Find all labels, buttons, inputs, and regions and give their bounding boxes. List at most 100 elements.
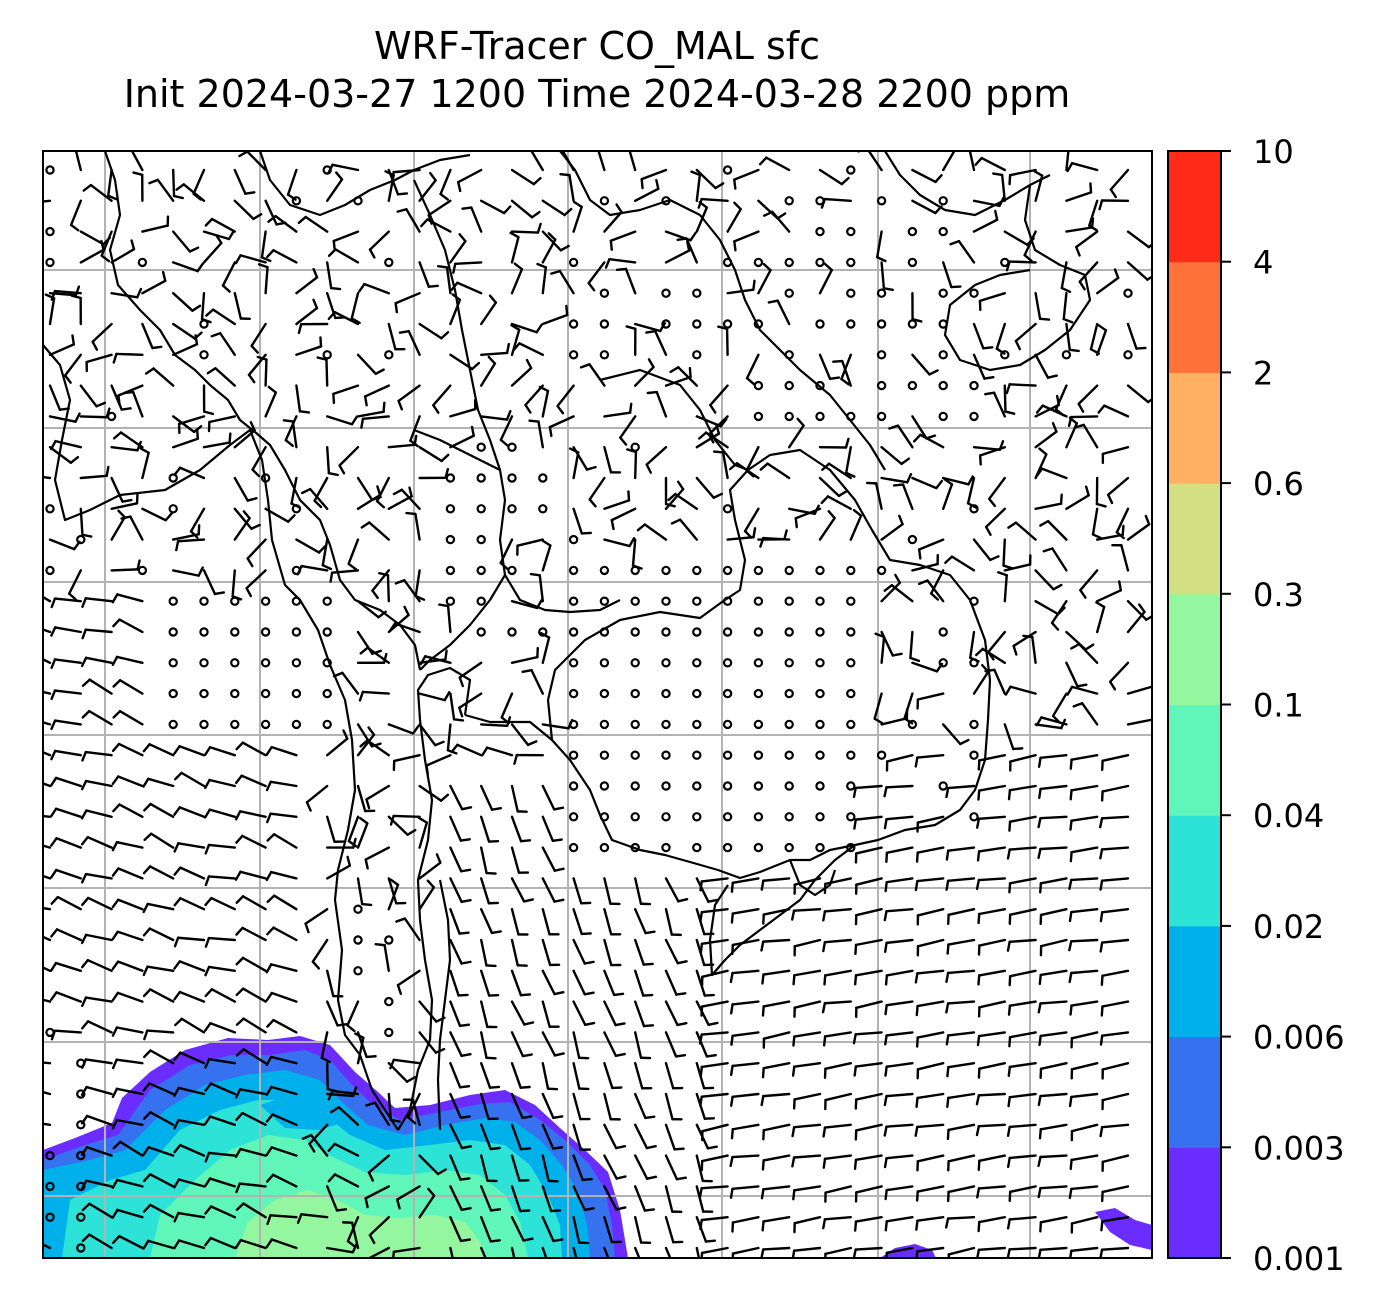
wind-barb xyxy=(603,1154,618,1180)
wind-barb-feather xyxy=(1051,422,1058,433)
wind-barb xyxy=(942,723,962,746)
wind-barb xyxy=(664,1215,675,1244)
calm-wind-marker xyxy=(938,380,948,391)
wind-barb xyxy=(295,306,319,326)
wind-barb-feather xyxy=(81,533,93,538)
wind-barb xyxy=(210,988,237,1003)
wind-barb xyxy=(242,1202,267,1219)
wind-barb-feather xyxy=(487,355,497,365)
calm-wind-marker xyxy=(568,781,579,791)
plot-title: WRF-Tracer CO_MAL sfc Init 2024-03-27 12… xyxy=(0,22,1194,118)
wind-barb-feather xyxy=(698,1033,703,1045)
wind-barb xyxy=(854,1061,883,1068)
wind-barb-feather xyxy=(994,209,999,221)
wind-barb xyxy=(270,1146,298,1157)
wind-barb-feather xyxy=(366,1260,368,1269)
wind-barb-feather xyxy=(112,352,118,364)
wind-barb-feather xyxy=(915,1190,919,1202)
wind-barb xyxy=(1070,415,1099,419)
wind-barb xyxy=(449,1215,463,1243)
colorbar-tick-label: 2 xyxy=(1253,354,1273,392)
wind-barb-feather xyxy=(614,1052,626,1057)
wind-barb xyxy=(1100,1246,1130,1251)
wind-barb xyxy=(86,958,113,972)
wind-barb-feather xyxy=(50,1029,57,1041)
wind-barb xyxy=(326,1185,339,1212)
wind-barb xyxy=(978,784,1006,792)
wind-barb xyxy=(916,908,945,917)
wind-barb xyxy=(1126,322,1138,350)
calm-wind-marker xyxy=(1123,350,1133,360)
wind-barb xyxy=(115,1058,144,1065)
calm-wind-marker xyxy=(692,781,702,791)
wind-barb-feather xyxy=(885,851,889,863)
wind-barb-feather xyxy=(505,409,512,421)
wind-barb xyxy=(855,846,883,855)
wind-barb-feather xyxy=(676,1021,688,1027)
wind-barb xyxy=(330,569,360,574)
wind-barb xyxy=(43,844,52,849)
wind-barb xyxy=(880,523,904,541)
wind-barb xyxy=(43,1061,52,1065)
wind-barb xyxy=(53,719,83,726)
wind-barb-feather xyxy=(327,1173,337,1183)
wind-barb-feather xyxy=(427,284,439,288)
wind-barb xyxy=(916,1061,945,1071)
wind-barb-feather xyxy=(265,745,273,756)
wind-barb xyxy=(53,289,83,295)
calm-wind-marker xyxy=(846,565,856,576)
wind-barb-feather xyxy=(459,838,471,842)
wind-barb-feather xyxy=(204,778,211,790)
wind-barb-feather xyxy=(173,1239,181,1250)
wind-barb xyxy=(530,668,544,695)
wind-barb xyxy=(916,754,945,759)
title-line-1: WRF-Tracer CO_MAL sfc xyxy=(373,24,821,68)
calm-wind-marker xyxy=(168,719,178,730)
wind-barb-feather xyxy=(71,334,76,346)
wind-barb xyxy=(664,249,691,264)
wind-barb xyxy=(392,168,421,174)
wind-barb xyxy=(1051,547,1068,572)
island-coast-se xyxy=(788,859,837,897)
wind-barb xyxy=(84,750,113,757)
wind-barb xyxy=(405,208,421,233)
wind-barb-feather xyxy=(111,930,119,941)
wind-barb xyxy=(1008,1123,1037,1129)
wind-barb xyxy=(449,298,462,326)
wind-barb xyxy=(84,779,113,788)
wind-barb xyxy=(55,928,83,942)
wind-barb-feather xyxy=(142,1082,151,1092)
calm-wind-marker xyxy=(692,627,702,637)
wind-barb xyxy=(643,523,668,541)
wind-barb xyxy=(367,1154,390,1174)
wind-barb-feather xyxy=(822,1126,827,1138)
wind-barb-feather xyxy=(360,902,373,907)
wind-barb xyxy=(449,1061,462,1089)
wind-barb-feather xyxy=(1068,940,1073,952)
wind-barb-feather xyxy=(21,588,27,594)
wind-barb xyxy=(977,1031,1006,1038)
wind-barb xyxy=(1070,1246,1099,1253)
calm-wind-marker xyxy=(599,719,610,730)
wind-barb-feather xyxy=(914,1125,919,1137)
wind-barb xyxy=(1039,938,1068,948)
wind-barb-feather xyxy=(111,1118,119,1130)
wind-barb xyxy=(588,363,606,387)
wind-barb xyxy=(43,658,52,664)
wind-barb-feather xyxy=(712,492,724,499)
wind-barb xyxy=(794,507,822,520)
wind-barb-feather xyxy=(351,1242,358,1254)
calm-wind-marker xyxy=(846,812,856,822)
wind-barb xyxy=(1034,403,1061,418)
wind-barb xyxy=(43,814,52,818)
wind-barb-feather xyxy=(382,652,388,664)
calm-wind-marker xyxy=(260,473,271,483)
calm-wind-marker xyxy=(722,750,733,760)
wind-barb xyxy=(480,784,494,811)
wind-barb xyxy=(418,1000,438,1023)
wind-barb xyxy=(541,1031,557,1057)
calm-wind-marker xyxy=(784,842,794,853)
wind-barb xyxy=(700,1092,729,1098)
wind-barb xyxy=(916,1031,945,1039)
wind-barb xyxy=(1070,969,1099,975)
